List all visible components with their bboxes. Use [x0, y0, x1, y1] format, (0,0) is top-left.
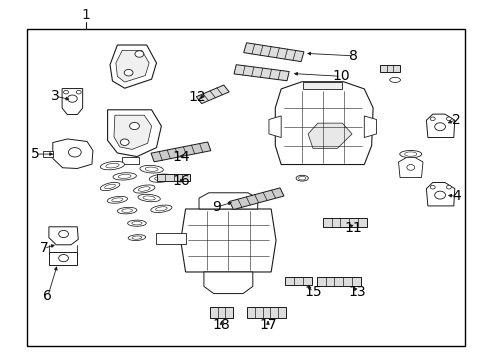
Text: 6: 6	[43, 289, 52, 303]
Polygon shape	[246, 307, 285, 318]
Circle shape	[406, 165, 414, 170]
Ellipse shape	[118, 174, 131, 179]
Polygon shape	[196, 85, 229, 104]
Ellipse shape	[399, 150, 421, 158]
Polygon shape	[316, 277, 360, 286]
Circle shape	[59, 255, 68, 262]
Text: 7: 7	[40, 242, 48, 255]
Ellipse shape	[149, 174, 173, 182]
Polygon shape	[275, 82, 372, 165]
Ellipse shape	[107, 196, 127, 203]
Polygon shape	[284, 277, 311, 285]
Polygon shape	[53, 139, 93, 168]
Circle shape	[446, 117, 450, 121]
Text: 3: 3	[51, 89, 60, 103]
Circle shape	[76, 90, 81, 94]
Polygon shape	[157, 174, 190, 181]
Polygon shape	[181, 209, 275, 272]
Polygon shape	[322, 218, 366, 227]
Ellipse shape	[389, 77, 400, 82]
Ellipse shape	[105, 163, 119, 168]
Ellipse shape	[298, 176, 305, 180]
Polygon shape	[243, 43, 304, 62]
Circle shape	[135, 51, 143, 57]
Polygon shape	[116, 50, 149, 82]
Text: 1: 1	[81, 9, 90, 22]
Circle shape	[434, 191, 445, 199]
Bar	[27, 29, 464, 346]
Circle shape	[129, 122, 139, 130]
Ellipse shape	[138, 194, 160, 202]
Ellipse shape	[122, 209, 132, 212]
Polygon shape	[229, 188, 284, 210]
Circle shape	[446, 185, 450, 189]
Polygon shape	[49, 252, 77, 265]
Circle shape	[67, 95, 77, 102]
Text: 9: 9	[212, 200, 221, 214]
Ellipse shape	[155, 207, 167, 211]
Ellipse shape	[113, 173, 136, 180]
Ellipse shape	[100, 161, 124, 170]
Polygon shape	[209, 307, 233, 318]
Text: 17: 17	[259, 318, 276, 332]
Text: 8: 8	[348, 49, 357, 63]
Text: 13: 13	[347, 285, 365, 298]
Text: 4: 4	[451, 189, 460, 203]
Ellipse shape	[104, 184, 115, 189]
Text: 16: 16	[172, 174, 189, 188]
Ellipse shape	[140, 165, 163, 173]
Ellipse shape	[404, 152, 416, 156]
Polygon shape	[49, 227, 78, 245]
Polygon shape	[151, 142, 210, 162]
Polygon shape	[114, 115, 151, 149]
Circle shape	[124, 69, 133, 76]
Circle shape	[68, 148, 81, 157]
Ellipse shape	[154, 176, 168, 180]
Polygon shape	[380, 65, 399, 72]
Polygon shape	[107, 110, 161, 157]
Polygon shape	[426, 183, 454, 206]
Polygon shape	[268, 116, 281, 138]
Polygon shape	[43, 151, 53, 157]
Polygon shape	[364, 116, 376, 138]
Ellipse shape	[128, 235, 145, 240]
Ellipse shape	[145, 167, 158, 171]
Ellipse shape	[142, 196, 155, 200]
Ellipse shape	[150, 205, 172, 212]
Ellipse shape	[138, 187, 150, 191]
Circle shape	[429, 185, 434, 189]
Polygon shape	[426, 114, 454, 138]
Polygon shape	[307, 123, 351, 148]
Text: 15: 15	[304, 285, 322, 298]
Polygon shape	[199, 193, 257, 209]
Ellipse shape	[132, 236, 142, 239]
Polygon shape	[303, 82, 342, 89]
Text: 11: 11	[344, 221, 361, 234]
Text: 10: 10	[331, 69, 349, 83]
Text: 2: 2	[451, 113, 460, 126]
Polygon shape	[203, 272, 252, 294]
Circle shape	[120, 139, 129, 145]
Ellipse shape	[133, 185, 155, 193]
Ellipse shape	[132, 221, 142, 225]
Circle shape	[59, 230, 68, 238]
Polygon shape	[122, 157, 139, 164]
Ellipse shape	[295, 175, 307, 181]
Text: 18: 18	[212, 318, 230, 332]
Ellipse shape	[100, 183, 120, 190]
Circle shape	[434, 123, 445, 131]
Ellipse shape	[117, 207, 137, 214]
Circle shape	[429, 117, 434, 121]
Polygon shape	[110, 45, 156, 88]
Ellipse shape	[112, 198, 122, 202]
Text: 14: 14	[172, 150, 190, 163]
Circle shape	[63, 90, 68, 94]
Text: 12: 12	[188, 90, 205, 104]
Ellipse shape	[127, 220, 146, 226]
Polygon shape	[156, 233, 185, 244]
Polygon shape	[234, 65, 288, 81]
Text: 5: 5	[31, 147, 40, 161]
Polygon shape	[62, 89, 82, 114]
Polygon shape	[398, 157, 422, 177]
